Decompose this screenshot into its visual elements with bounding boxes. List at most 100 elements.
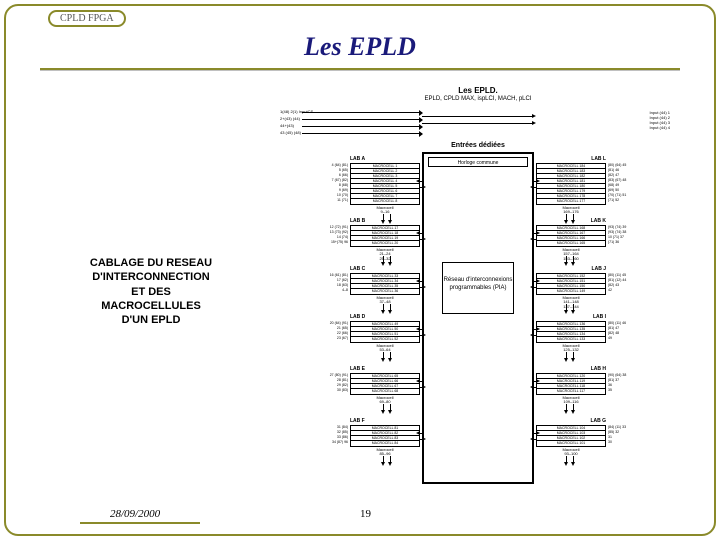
macrocell: MACROCELL 36 <box>351 289 419 294</box>
lab-footer: Macrocell109–116 <box>536 396 606 405</box>
connector-arrow <box>383 256 384 262</box>
lab-block: LAB DMACROCELL 49MACROCELL 50MACROCELL 5… <box>350 314 420 353</box>
pin-label: 49 <box>608 336 676 341</box>
lab-title: LAB G <box>536 418 606 424</box>
connector-arrow <box>420 387 422 388</box>
macrocell-stack: MACROCELL 33MACROCELL 34MACROCELL 35MACR… <box>350 273 420 295</box>
pin-labels: 31 (84)32 (85)33 (86)34 (87) 96 <box>280 425 348 445</box>
connector-arrow <box>534 181 536 182</box>
macrocell-stack: MACROCELL 104MACROCELL 103MACROCELL 102M… <box>536 425 606 447</box>
connector-arrow <box>420 329 422 330</box>
lab-title: LAB L <box>536 156 606 162</box>
caption-line: ET DES <box>66 285 236 299</box>
lab-footer: Macrocell37–48 <box>350 296 420 305</box>
connector-arrow <box>383 214 384 220</box>
pin-labels: 4 (64) (81)5 (65)6 (66)7 (67) (82)8 (68)… <box>280 163 348 203</box>
figure-caption: CABLAGE DU RESEAUD'INTERCONNECTIONET DES… <box>66 256 236 327</box>
connector-arrow <box>534 433 536 434</box>
page-title: Les EPLD <box>0 32 720 62</box>
lab-block: LAB IMACROCELL 136MACROCELL 135MACROCELL… <box>536 314 606 353</box>
macrocell: MACROCELL 165 <box>537 241 605 246</box>
lab-block: LAB GMACROCELL 104MACROCELL 103MACROCELL… <box>536 418 606 457</box>
footer-date-underline <box>80 522 200 524</box>
lab-title: LAB J <box>536 266 606 272</box>
macrocell-stack: MACROCELL 81MACROCELL 82MACROCELL 83MACR… <box>350 425 420 447</box>
top-right-label: Input (44) 4 <box>650 125 670 130</box>
connector-arrow <box>534 187 536 188</box>
lab-block: LAB HMACROCELL 120MACROCELL 119MACROCELL… <box>536 366 606 405</box>
connector-arrow <box>534 335 536 336</box>
title-underline <box>40 68 680 70</box>
lab-title: LAB F <box>350 418 420 424</box>
pin-label: 34 (87) 96 <box>280 440 348 445</box>
top-right-labels: Input (44) 1Input (44) 2Input (44) 3Inpu… <box>650 110 670 130</box>
connector-arrow <box>573 256 574 262</box>
lab-block: LAB EMACROCELL 65MACROCELL 66MACROCELL 6… <box>350 366 420 405</box>
lab-footer: Macrocell53–64 <box>350 344 420 353</box>
top-input-label: 2+(43) (44) <box>280 116 300 121</box>
diagram-title: Les EPLD. <box>278 86 678 95</box>
pin-labels: (90) (64) 38(81) 373635 <box>608 373 676 393</box>
connector-arrow <box>534 233 536 234</box>
macrocell: MACROCELL 52 <box>351 337 419 342</box>
caption-line: CABLAGE DU RESEAU <box>66 256 236 270</box>
lab-footer: Macrocell157–164153–160 <box>536 248 606 261</box>
lab-title: LAB E <box>350 366 420 372</box>
connector-arrow <box>420 439 422 440</box>
connector-arrow <box>420 181 422 182</box>
connector-arrow <box>566 352 567 358</box>
connector-arrow <box>420 287 422 288</box>
lab-title: LAB C <box>350 266 420 272</box>
connector-arrow <box>390 256 391 262</box>
caption-line: D'UN EPLD <box>66 313 236 327</box>
connector-arrow <box>383 304 384 310</box>
macrocell: MACROCELL 84 <box>351 441 419 446</box>
pin-label: 42 <box>608 288 676 293</box>
lab-block: LAB FMACROCELL 81MACROCELL 82MACROCELL 8… <box>350 418 420 457</box>
pin-label: 4–8 <box>280 288 348 293</box>
connector-arrow <box>383 352 384 358</box>
pin-labels: (80) (11) 45(81) (12) 44(82) 4342 <box>608 273 676 293</box>
pin-label: (71) 36 <box>608 240 676 245</box>
connector-arrow <box>422 116 532 117</box>
lab-block: LAB JMACROCELL 152MACROCELL 151MACROCELL… <box>536 266 606 309</box>
caption-line: D'INTERCONNECTION <box>66 270 236 284</box>
macrocell-stack: MACROCELL 1MACROCELL 2MACROCELL 3MACROCE… <box>350 163 420 205</box>
pin-labels: (80) (64) 45(81) 46(82) 47(83) (67) 48(6… <box>608 163 676 203</box>
caption-line: MACROCELLULES <box>66 299 236 313</box>
connector-arrow <box>390 352 391 358</box>
macrocell: MACROCELL 20 <box>351 241 419 246</box>
connector-arrow <box>534 239 536 240</box>
pin-labels: 16 (61) (81)17 (62)18 (63)4–8 <box>280 273 348 293</box>
lab-footer: Macrocell9–16 <box>350 206 420 215</box>
connector-arrow <box>420 381 422 382</box>
epld-block-diagram: Les EPLD. EPLD, CPLD MAX, ispLCI, MACH, … <box>278 86 678 496</box>
connector-arrow <box>573 404 574 410</box>
connector-arrow <box>390 304 391 310</box>
connector-arrow <box>422 123 532 124</box>
connector-arrow <box>566 304 567 310</box>
connector-arrow <box>573 352 574 358</box>
connector-arrow <box>420 233 422 234</box>
pin-label: (71) 52 <box>608 198 676 203</box>
pin-labels: 27 (80) (91)28 (81)29 (82)30 (83) <box>280 373 348 393</box>
pin-labels: (80) (11) 46(81) 47(82) 4849 <box>608 321 676 341</box>
pin-labels: 20 (64) (91)21 (65)22 (66)23 (67) <box>280 321 348 341</box>
macrocell: MACROCELL 101 <box>537 441 605 446</box>
pia-box: Réseau d'interconnexions programmables (… <box>442 262 514 314</box>
lab-block: LAB CMACROCELL 33MACROCELL 34MACROCELL 3… <box>350 266 420 305</box>
lab-block: LAB KMACROCELL 168MACROCELL 167MACROCELL… <box>536 218 606 261</box>
connector-arrow <box>383 404 384 410</box>
connector-arrow <box>420 281 422 282</box>
connector-arrow <box>390 456 391 462</box>
connector-arrow <box>573 304 574 310</box>
top-input-label: 44+(43) <box>280 123 294 128</box>
lab-block: LAB BMACROCELL 17MACROCELL 18MACROCELL 1… <box>350 218 420 261</box>
pin-label: 11 (71) <box>280 198 348 203</box>
lab-footer: Macrocell85–96 <box>350 448 420 457</box>
connector-arrow <box>390 214 391 220</box>
pin-labels: 12 (72) (91)13 (73) (92)14 (74)15+(75) 9… <box>280 225 348 245</box>
connector-arrow <box>390 404 391 410</box>
header-tab: CPLD FPGA <box>48 10 126 27</box>
connector-arrow <box>566 214 567 220</box>
